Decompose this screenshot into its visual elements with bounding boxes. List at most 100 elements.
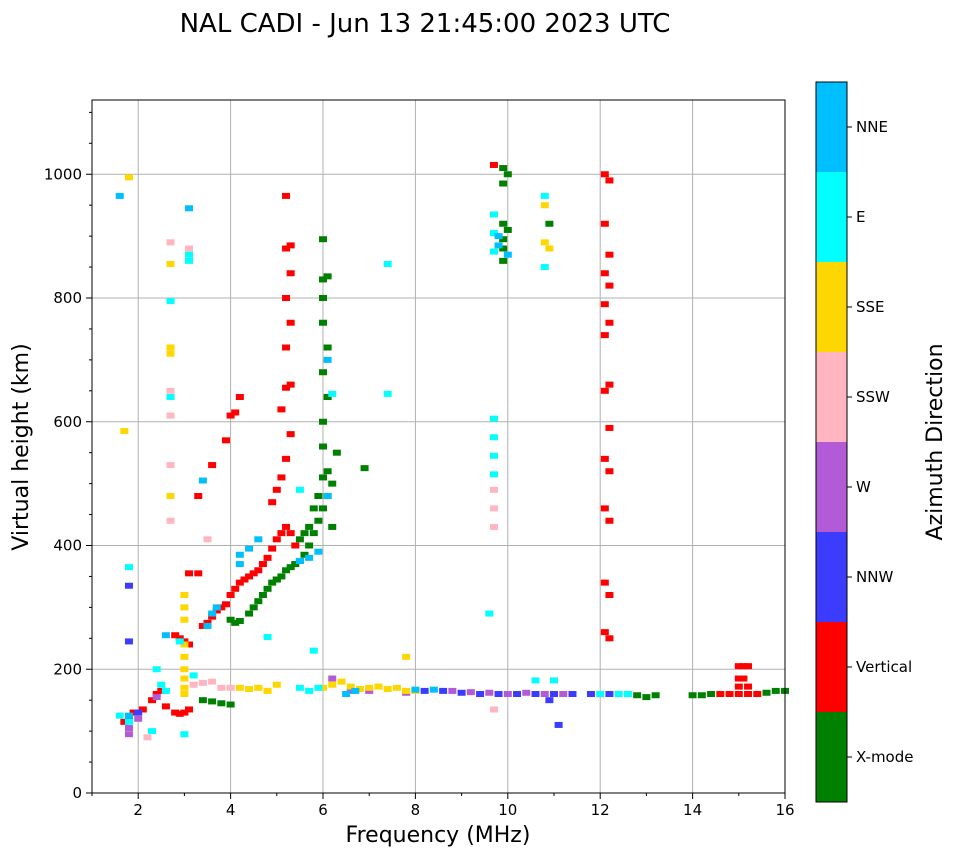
data-point	[300, 551, 309, 558]
data-point	[208, 678, 217, 685]
plot-background	[92, 100, 785, 793]
data-point	[605, 251, 614, 258]
colorbar-segment	[816, 82, 847, 172]
data-point	[161, 632, 170, 639]
data-point	[208, 698, 217, 705]
data-point	[744, 691, 753, 697]
data-point	[309, 505, 318, 512]
data-point	[522, 689, 531, 696]
data-point	[194, 570, 203, 577]
data-point	[221, 437, 230, 444]
data-point	[124, 564, 133, 571]
data-point	[342, 691, 351, 697]
data-point	[277, 406, 286, 413]
data-point	[771, 687, 780, 694]
data-point	[203, 619, 212, 626]
data-points	[115, 161, 789, 741]
data-point	[208, 610, 217, 617]
data-point	[540, 264, 549, 271]
data-point	[365, 684, 374, 691]
data-point	[152, 666, 161, 673]
data-point	[540, 202, 549, 209]
data-point	[614, 691, 623, 697]
data-point	[166, 394, 175, 400]
data-point	[185, 245, 194, 252]
data-point	[277, 474, 286, 481]
data-point	[309, 647, 318, 654]
data-point	[268, 499, 277, 506]
data-point	[707, 691, 716, 697]
data-point	[166, 344, 175, 351]
data-point	[688, 692, 697, 699]
data-point	[314, 517, 323, 524]
data-point	[166, 387, 175, 394]
data-point	[314, 684, 323, 691]
data-point	[198, 697, 207, 704]
data-point	[420, 687, 429, 694]
data-point	[457, 689, 466, 696]
data-point	[245, 545, 254, 552]
data-point	[212, 604, 221, 611]
data-point	[161, 703, 170, 710]
y-axis-ticks: 0 200 400 600 800 1000	[44, 111, 92, 802]
data-point	[124, 638, 133, 645]
data-point	[605, 635, 614, 642]
colorbar-label: NNE	[856, 118, 888, 136]
data-point	[323, 493, 332, 499]
data-point	[115, 192, 124, 199]
x-axis-label: Frequency (MHz)	[346, 823, 531, 848]
data-point	[503, 226, 512, 233]
data-point	[323, 468, 332, 475]
data-point	[448, 687, 457, 694]
colorbar-segment	[816, 352, 847, 442]
data-point	[166, 239, 175, 246]
data-point	[600, 220, 609, 227]
data-point	[319, 505, 327, 512]
data-point	[489, 486, 498, 493]
data-point	[226, 616, 235, 623]
data-point	[185, 570, 194, 577]
data-point	[305, 554, 314, 561]
data-point	[180, 709, 189, 716]
data-point	[185, 251, 194, 258]
data-point	[499, 257, 508, 264]
data-point	[166, 350, 175, 357]
data-point	[245, 610, 254, 617]
data-point	[554, 721, 563, 728]
data-point	[328, 681, 337, 688]
y-tick-label: 800	[53, 289, 82, 307]
data-point	[124, 715, 133, 722]
data-point	[605, 592, 614, 598]
x-tick-label: 10	[498, 801, 517, 819]
data-point	[235, 579, 244, 586]
data-point	[134, 709, 143, 716]
data-point	[166, 493, 175, 499]
colorbar-label: E	[856, 208, 865, 226]
chart-title: NAL CADI - Jun 13 21:45:00 2023 UTC	[180, 9, 671, 39]
data-point	[194, 493, 203, 499]
data-point	[295, 684, 304, 691]
data-point	[365, 687, 374, 694]
data-point	[217, 684, 226, 691]
colorbar-title: Azimuth Direction	[923, 343, 948, 540]
plot-area: 2 4 6 8 10 12 14 16 0 200 400 600 800 1000	[44, 99, 795, 819]
data-point	[499, 165, 508, 172]
x-tick-label: 6	[318, 801, 328, 819]
data-point	[185, 257, 194, 264]
data-point	[166, 412, 175, 419]
data-point	[600, 387, 609, 394]
data-point	[531, 677, 540, 684]
data-point	[286, 564, 295, 571]
data-point	[489, 161, 498, 168]
x-tick-label: 14	[683, 801, 702, 819]
data-point	[319, 236, 327, 243]
colorbar-segment	[816, 442, 847, 532]
data-point	[295, 536, 304, 543]
data-point	[282, 344, 291, 351]
data-point	[282, 523, 291, 530]
data-point	[185, 641, 194, 648]
data-point	[295, 486, 304, 493]
data-point	[245, 573, 254, 580]
data-point	[489, 523, 498, 530]
data-point	[346, 687, 355, 694]
